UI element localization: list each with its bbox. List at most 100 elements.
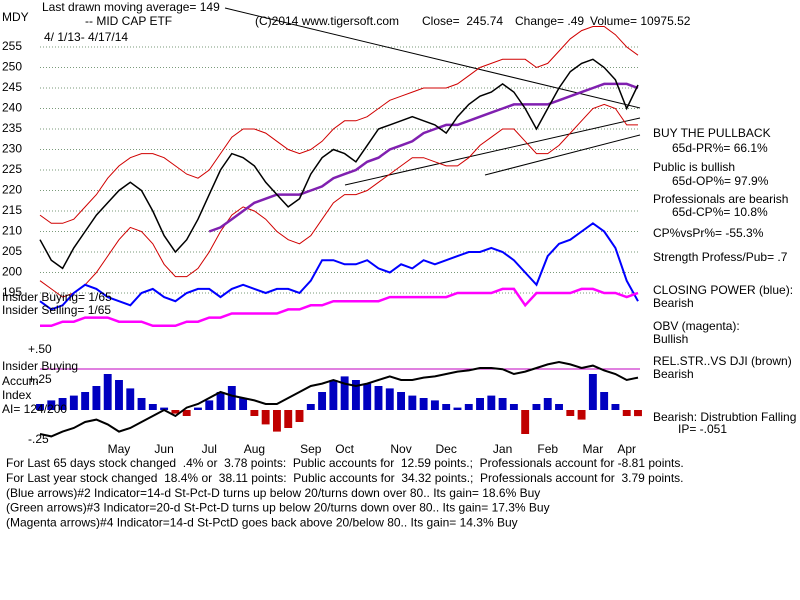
- notes: 195 200 205 210 215 220 225 230 235 240 245 250 255 M…: [2, 39, 796, 529]
- series-line: [39, 222, 639, 311]
- side-note: BUY THE PULLBACK: [653, 126, 771, 140]
- footer-line: For Last 65 days stock changed .4% or 3.…: [6, 456, 684, 470]
- grid: [40, 46, 638, 294]
- left-note: Index: [2, 388, 31, 402]
- series-line: [39, 58, 639, 270]
- accum-bar: [318, 392, 327, 410]
- side-note: CP%vsPr%= -55.3%: [653, 226, 764, 240]
- series-line: [40, 287, 639, 328]
- trend-line: [344, 117, 641, 186]
- x-tick-label: Dec: [436, 442, 457, 456]
- left-note: Insider Selling= 1/65: [2, 303, 111, 317]
- accum-bar: [351, 380, 360, 410]
- side-note: Public is bullish: [653, 160, 735, 174]
- footer-line: (Magenta arrows)#4 Indicator=14-d St-Pct…: [6, 515, 518, 529]
- accum-bar: [137, 398, 146, 410]
- trend-line: [484, 134, 641, 176]
- y-tick-label: 210: [2, 224, 22, 238]
- side-note: IP= -.051: [678, 422, 727, 436]
- accum-bar: [194, 407, 202, 410]
- y-tick-label: 195: [2, 285, 22, 299]
- accum-bar: [69, 395, 78, 410]
- side-note: Professionals are bearish: [653, 192, 788, 206]
- accum-bar: [408, 395, 417, 410]
- y-tick-label: 200: [2, 265, 22, 279]
- accum-bar: [543, 398, 552, 410]
- accum-bar: [340, 376, 349, 410]
- accum-bar: [464, 404, 473, 410]
- close: Close= 245.74: [422, 14, 503, 28]
- pointer-line: [224, 7, 641, 109]
- y-tick-label: 250: [2, 60, 22, 74]
- change: Change= .49: [515, 14, 584, 28]
- y-tick-label: 235: [2, 121, 22, 135]
- x-tick-label: Aug: [244, 442, 265, 456]
- left-note: AI= 124/200: [2, 402, 67, 416]
- accum-bar: [205, 400, 214, 410]
- accum-bar: [509, 404, 518, 410]
- accum-bar: [148, 404, 157, 410]
- accum-bar: [442, 404, 451, 410]
- y-tick-label: 215: [2, 203, 22, 217]
- y-tick-label: 230: [2, 142, 22, 156]
- symbol: MDY: [2, 10, 29, 24]
- accum-bar: [47, 400, 56, 410]
- left-note: Insider Buying= 1/65: [2, 290, 112, 304]
- x-tick-label: Jul: [202, 442, 217, 456]
- side-note: Strength Profess/Pub= .7: [653, 250, 788, 264]
- accum-bar: [532, 404, 541, 410]
- x-tick-label: Feb: [537, 442, 558, 456]
- series-line: [39, 103, 638, 298]
- accum-bar: [250, 410, 259, 416]
- accum-bar: [284, 410, 293, 428]
- x-tick-label: Jun: [154, 442, 173, 456]
- x-tick-label: Apr: [617, 442, 636, 456]
- copyright: (C)2014 www.tigersoft.com: [255, 14, 399, 28]
- accum-bar: [476, 398, 484, 410]
- accum-bar: [160, 407, 169, 410]
- accum-bar: [622, 410, 631, 416]
- x-tick-label: Nov: [390, 442, 411, 456]
- accum-bar: [453, 407, 462, 410]
- y-tick-label: 225: [2, 162, 22, 176]
- accum-bar: [419, 398, 428, 410]
- side-note: Bearish: [653, 367, 694, 381]
- accum-bar: [611, 404, 620, 410]
- side-note: Bullish: [653, 332, 688, 346]
- accum-bar: [566, 410, 575, 416]
- side-note: Bearish: [653, 296, 694, 310]
- x-tick-label: Mar: [583, 442, 604, 456]
- accum-bar: [239, 398, 248, 410]
- accum-bar: [272, 410, 281, 432]
- y-tick-label: +.25: [28, 372, 52, 386]
- side-note: CLOSING POWER (blue):: [653, 283, 793, 297]
- accum-bar: [521, 410, 530, 434]
- left-note: Insider Buying: [2, 359, 78, 373]
- accum-bar: [430, 400, 439, 410]
- accum-bar: [588, 374, 597, 410]
- accum-bar: [171, 410, 180, 414]
- accum-bar: [36, 404, 44, 410]
- accum-bar: [227, 386, 236, 410]
- marks: [36, 26, 642, 438]
- accum-bar: [577, 410, 586, 420]
- accum-bar: [58, 398, 67, 410]
- side-note: 65d-CP%= 10.8%: [672, 205, 768, 219]
- accum-bar: [216, 392, 225, 410]
- accum-bar: [555, 404, 563, 410]
- y-tick-label: 205: [2, 244, 22, 258]
- series-line: [39, 26, 639, 224]
- side-note: OBV (magenta):: [653, 319, 740, 333]
- series-line: [39, 360, 639, 438]
- accum-bar: [385, 388, 394, 410]
- x-tick-label: May: [108, 442, 131, 456]
- accum-bar: [487, 395, 496, 410]
- accum-bar: [363, 383, 372, 410]
- side-note: Bearish: Distrubtion Falling: [653, 410, 796, 424]
- side-note: REL.STR..VS DJI (brown): [653, 354, 792, 368]
- x-tick-label: Oct: [335, 442, 354, 456]
- accum-bar: [295, 410, 304, 422]
- x-tick-label: Sep: [300, 442, 322, 456]
- side-note: 65d-PR%= 66.1%: [672, 141, 768, 155]
